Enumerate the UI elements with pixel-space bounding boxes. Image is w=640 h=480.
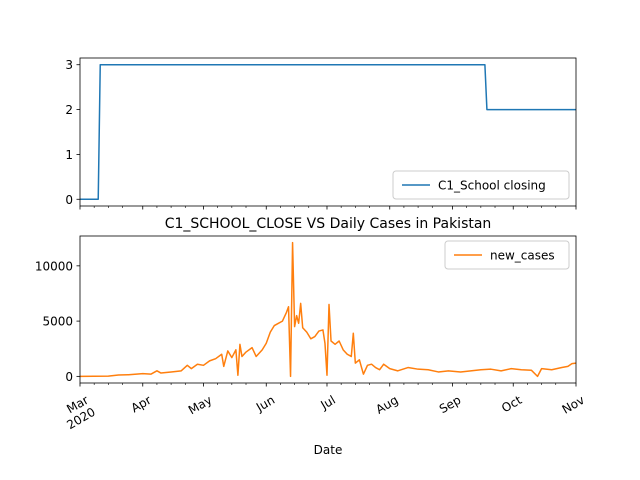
x-tick-label: Nov xyxy=(560,393,587,417)
y-tick-label: 0 xyxy=(65,370,73,384)
x-tick-label: Jun xyxy=(253,393,277,415)
axes-frame xyxy=(79,57,577,207)
x-tick-label: Apr xyxy=(129,393,154,416)
legend-box xyxy=(444,240,570,270)
x-tick-label: Jul xyxy=(317,393,337,413)
x-tick-label: Sep xyxy=(437,393,464,416)
legend: new_cases xyxy=(444,240,570,270)
bottom-axes: 0 5000 10000 Mar2020 Apr May Jun Jul Aug Sep Oct No… xyxy=(35,216,587,457)
y-tick-label: 5000 xyxy=(42,315,73,329)
legend-box xyxy=(392,170,570,200)
x-axis-label: Date xyxy=(314,443,343,457)
top-axes: 0 1 2 3 C1_School closing xyxy=(65,57,577,210)
legend-label: new_cases xyxy=(490,249,555,263)
series-line-new-cases xyxy=(79,241,577,378)
x-tick-label: May xyxy=(186,393,214,418)
series-line-c1-school-closing xyxy=(80,63,576,201)
legend-label: C1_School closing xyxy=(438,179,546,193)
y-tick-label: 0 xyxy=(65,193,73,207)
y-tick-label: 10000 xyxy=(35,259,73,273)
y-tick-label: 1 xyxy=(65,148,73,162)
x-tick-label: Oct xyxy=(499,393,524,416)
y-tick-label: 2 xyxy=(65,103,73,117)
chart-title: C1_SCHOOL_CLOSE VS Daily Cases in Pakist… xyxy=(165,216,492,232)
legend: C1_School closing xyxy=(392,170,570,200)
axes-frame xyxy=(79,235,577,384)
x-tick-label: Mar2020 xyxy=(57,393,97,432)
x-tick-label: Aug xyxy=(373,393,400,417)
y-tick-label: 3 xyxy=(65,58,73,72)
